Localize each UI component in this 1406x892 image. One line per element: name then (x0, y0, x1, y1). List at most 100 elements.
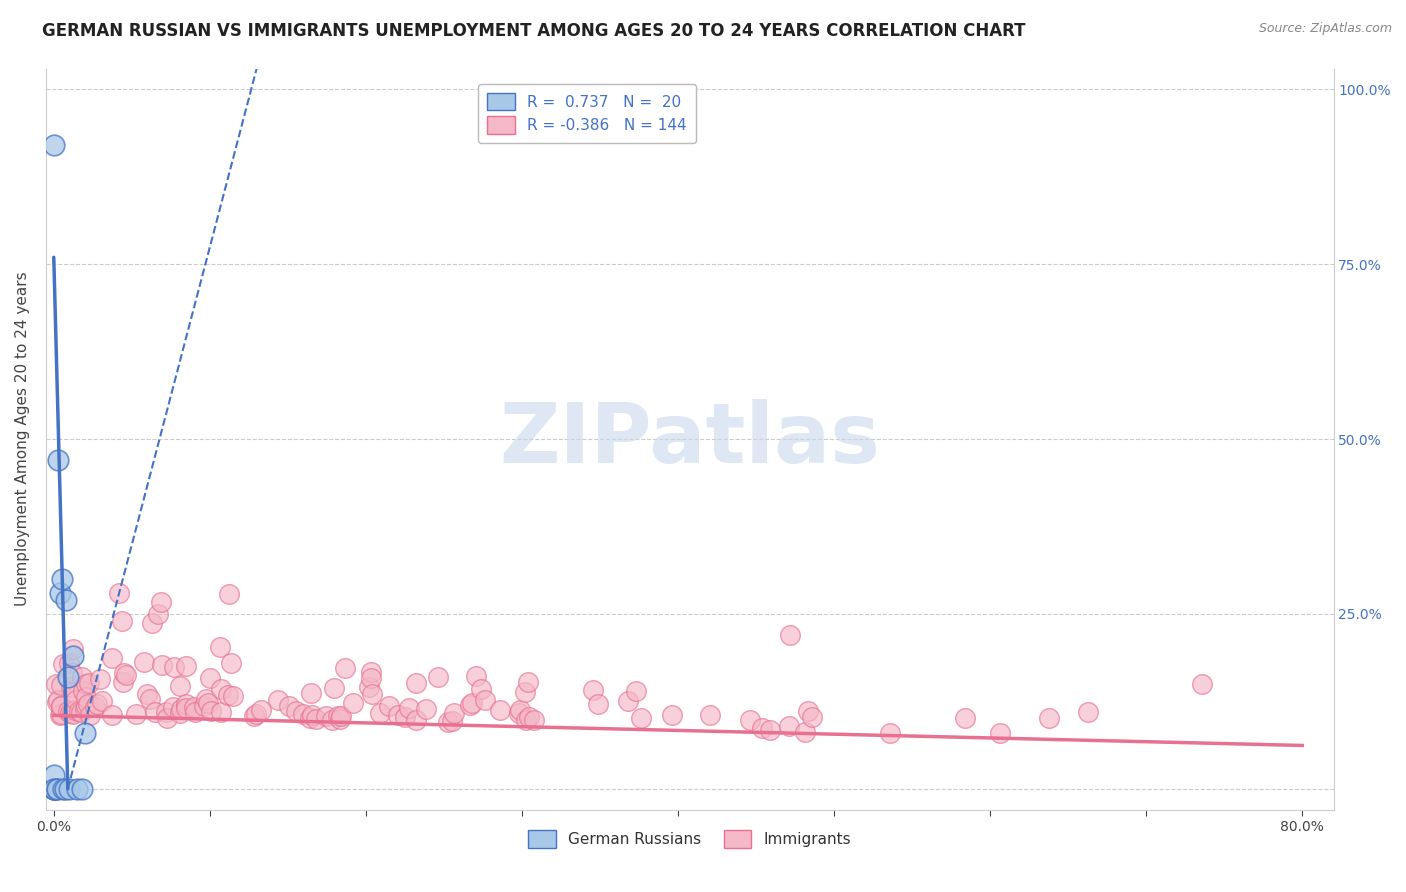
Point (42, 781, 65, 796)
Point (49, 678, 72, 692)
Point (800, 710, 823, 724)
Point (162, 699, 184, 714)
Point (60, 665, 83, 680)
Point (321, 713, 343, 727)
Point (136, 687, 159, 701)
Point (441, 714, 464, 729)
Point (394, 709, 416, 723)
Point (141, 616, 163, 631)
Point (42, 138, 65, 153)
Point (75, 677, 97, 691)
Point (298, 711, 321, 725)
Point (194, 692, 217, 706)
Point (65, 703, 87, 717)
Point (51, 699, 73, 714)
Point (470, 682, 492, 697)
Point (143, 705, 166, 719)
Point (79, 707, 101, 722)
Point (508, 706, 530, 720)
Point (58, 781, 80, 796)
Point (183, 700, 205, 714)
Point (740, 713, 762, 727)
Point (509, 703, 531, 717)
Point (132, 655, 155, 669)
Point (360, 671, 382, 685)
Point (443, 706, 465, 720)
Point (193, 699, 215, 714)
Point (458, 698, 481, 712)
Point (100, 650, 122, 665)
Point (73, 702, 96, 716)
Point (301, 708, 323, 723)
Point (66, 781, 89, 796)
Point (217, 688, 239, 702)
Point (73, 726, 96, 740)
Text: GERMAN RUSSIAN VS IMMIGRANTS UNEMPLOYMENT AMONG AGES 20 TO 24 YEARS CORRELATION : GERMAN RUSSIAN VS IMMIGRANTS UNEMPLOYMEN… (42, 22, 1026, 40)
Point (218, 587, 240, 601)
Point (626, 684, 648, 698)
Point (515, 713, 537, 727)
Point (55, 593, 77, 607)
Point (56, 670, 79, 684)
Point (77, 676, 100, 690)
Point (46, 693, 69, 707)
Point (62, 642, 84, 657)
Point (243, 709, 266, 723)
Point (953, 711, 976, 725)
Point (65, 692, 87, 706)
Point (582, 683, 605, 698)
Point (1191, 677, 1213, 691)
Point (156, 711, 179, 725)
Point (437, 715, 460, 730)
Point (415, 702, 437, 716)
Point (42, 781, 65, 796)
Point (517, 710, 540, 724)
Point (1038, 711, 1060, 725)
Y-axis label: Unemployment Among Ages 20 to 24 years: Unemployment Among Ages 20 to 24 years (15, 272, 30, 607)
Point (329, 708, 352, 723)
Point (58, 656, 80, 670)
Point (209, 681, 232, 696)
Point (75, 690, 97, 705)
Point (398, 701, 420, 715)
Point (48, 453, 70, 467)
Point (62, 684, 84, 698)
Point (108, 586, 131, 600)
Point (368, 706, 391, 720)
Point (112, 666, 135, 681)
Point (52, 657, 75, 671)
Point (378, 699, 401, 714)
Point (360, 687, 382, 701)
Point (405, 676, 427, 690)
Point (284, 704, 307, 718)
Text: ZIPatlas: ZIPatlas (499, 399, 880, 480)
Point (198, 671, 221, 685)
Legend: German Russians, Immigrants: German Russians, Immigrants (522, 824, 858, 854)
Point (488, 703, 510, 717)
Point (630, 711, 652, 725)
Point (357, 680, 380, 694)
Point (699, 708, 721, 723)
Point (516, 674, 538, 689)
Point (60, 680, 83, 694)
Point (758, 723, 780, 737)
Point (174, 701, 197, 715)
Point (326, 709, 349, 723)
Point (250, 703, 273, 717)
Point (45, 781, 67, 796)
Point (75, 698, 97, 713)
Point (163, 660, 186, 674)
Point (70, 781, 93, 796)
Point (616, 694, 638, 708)
Point (42, 781, 65, 796)
Point (62, 648, 84, 663)
Point (90, 694, 112, 708)
Point (114, 668, 136, 682)
Point (42, 781, 65, 796)
Point (124, 706, 146, 721)
Point (52, 781, 75, 796)
Point (67, 704, 90, 718)
Point (46, 695, 69, 709)
Point (333, 660, 356, 674)
Point (170, 702, 193, 716)
